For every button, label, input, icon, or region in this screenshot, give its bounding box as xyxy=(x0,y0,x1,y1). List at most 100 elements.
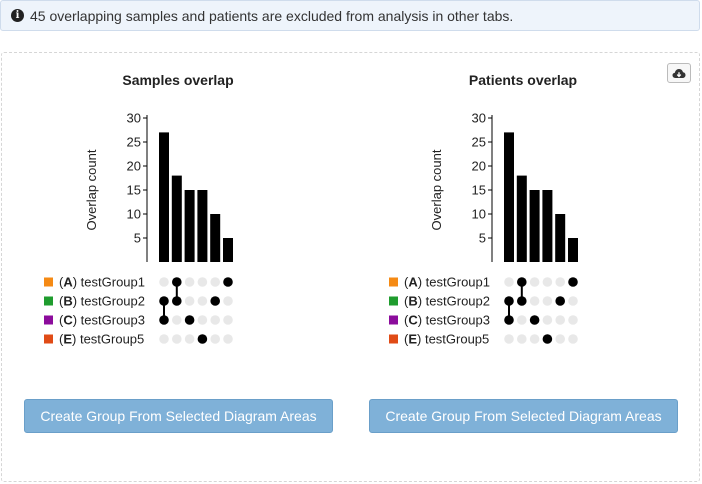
patients-overlap-chart: Patients overlap Overlap count 5 10 15 20 25 30… xyxy=(389,72,578,347)
create-group-button-samples[interactable]: Create Group From Selected Diagram Areas xyxy=(24,399,333,433)
matrix-dot-inactive[interactable] xyxy=(223,334,233,344)
group-color-swatch xyxy=(389,334,398,344)
matrix-dot-active[interactable] xyxy=(529,315,540,325)
group-label: (B) testGroup2 xyxy=(404,294,490,309)
y-axis-label: Overlap count xyxy=(429,149,444,230)
matrix-dot-inactive[interactable] xyxy=(172,334,182,344)
matrix-dot-inactive[interactable] xyxy=(210,334,220,344)
y-tick-label: 25 xyxy=(127,135,141,150)
y-tick-label: 5 xyxy=(134,231,141,246)
matrix-dot-active[interactable] xyxy=(159,315,169,325)
matrix-dot-active[interactable] xyxy=(542,334,553,344)
group-label: (B) testGroup2 xyxy=(59,294,145,309)
matrix-dot-active[interactable] xyxy=(210,296,220,306)
group-color-swatch xyxy=(389,277,398,287)
group-color-swatch xyxy=(44,277,53,287)
y-tick-label: 25 xyxy=(472,135,486,150)
info-circle-icon: i xyxy=(11,9,24,22)
group-label: (A) testGroup1 xyxy=(404,275,490,290)
bar[interactable] xyxy=(159,132,169,262)
download-button[interactable] xyxy=(667,63,691,83)
y-tick-label: 20 xyxy=(127,159,141,174)
matrix-dot-active[interactable] xyxy=(172,277,182,287)
create-group-button-patients[interactable]: Create Group From Selected Diagram Areas xyxy=(369,399,678,433)
matrix-dot-inactive[interactable] xyxy=(517,334,527,344)
matrix-dot-inactive[interactable] xyxy=(542,315,553,325)
group-label: (E) testGroup5 xyxy=(404,332,489,347)
bar[interactable] xyxy=(197,190,208,262)
chart-title: Patients overlap xyxy=(469,72,577,88)
matrix-dot-inactive[interactable] xyxy=(184,334,195,344)
matrix-dot-inactive[interactable] xyxy=(529,277,540,287)
bar[interactable] xyxy=(516,175,527,262)
bar[interactable] xyxy=(223,238,233,262)
group-color-swatch xyxy=(44,315,53,325)
matrix-dot-inactive[interactable] xyxy=(542,277,553,287)
matrix-dot-active[interactable] xyxy=(504,315,514,325)
bar[interactable] xyxy=(568,238,578,262)
samples-overlap-chart: Samples overlap Overlap count 5 10 15 20 25 30 (… xyxy=(44,72,234,347)
matrix-dot-inactive[interactable] xyxy=(555,315,565,325)
matrix-dot-inactive[interactable] xyxy=(504,334,514,344)
matrix-dot-inactive[interactable] xyxy=(517,315,527,325)
matrix-dot-active[interactable] xyxy=(517,277,527,287)
matrix-dot-inactive[interactable] xyxy=(172,315,182,325)
matrix-dot-active[interactable] xyxy=(223,277,233,287)
bar[interactable] xyxy=(555,214,566,262)
y-axis-label: Overlap count xyxy=(84,149,99,230)
matrix-dot-active[interactable] xyxy=(172,296,182,306)
group-color-swatch xyxy=(389,296,398,306)
bar[interactable] xyxy=(210,214,221,262)
matrix-dot-inactive[interactable] xyxy=(542,296,553,306)
group-color-swatch xyxy=(389,315,398,325)
info-message: 45 overlapping samples and patients are … xyxy=(30,7,514,24)
info-banner: i 45 overlapping samples and patients ar… xyxy=(0,0,700,31)
matrix-dot-inactive[interactable] xyxy=(197,315,208,325)
matrix-dot-inactive[interactable] xyxy=(197,277,208,287)
matrix-dot-active[interactable] xyxy=(197,334,208,344)
matrix-dot-active[interactable] xyxy=(159,296,169,306)
y-tick-label: 30 xyxy=(472,111,486,126)
group-label: (E) testGroup5 xyxy=(59,332,144,347)
matrix-dot-inactive[interactable] xyxy=(555,334,565,344)
bar[interactable] xyxy=(171,175,182,262)
matrix-dot-inactive[interactable] xyxy=(210,315,220,325)
matrix-dot-inactive[interactable] xyxy=(568,296,578,306)
matrix-dot-active[interactable] xyxy=(517,296,527,306)
y-tick-label: 5 xyxy=(479,231,486,246)
matrix-dot-inactive[interactable] xyxy=(223,315,233,325)
matrix-dot-inactive[interactable] xyxy=(555,277,565,287)
matrix-dot-inactive[interactable] xyxy=(504,277,514,287)
matrix-dot-inactive[interactable] xyxy=(197,296,208,306)
matrix-dot-inactive[interactable] xyxy=(529,296,540,306)
matrix-dot-inactive[interactable] xyxy=(223,296,233,306)
matrix-dot-active[interactable] xyxy=(184,315,195,325)
y-tick-label: 15 xyxy=(472,183,486,198)
matrix-dot-active[interactable] xyxy=(504,296,514,306)
group-color-swatch xyxy=(44,296,53,306)
matrix-dot-active[interactable] xyxy=(555,296,565,306)
y-tick-label: 10 xyxy=(127,207,141,222)
matrix-dot-inactive[interactable] xyxy=(529,334,540,344)
bar[interactable] xyxy=(504,132,514,262)
cloud-download-icon xyxy=(672,68,686,78)
chart-title: Samples overlap xyxy=(122,72,233,88)
bar[interactable] xyxy=(542,190,553,262)
matrix-dot-inactive[interactable] xyxy=(159,334,169,344)
matrix-dot-inactive[interactable] xyxy=(568,315,578,325)
bar[interactable] xyxy=(184,190,195,262)
matrix-dot-inactive[interactable] xyxy=(159,277,169,287)
matrix-dot-inactive[interactable] xyxy=(184,277,195,287)
matrix-dot-inactive[interactable] xyxy=(210,277,220,287)
bar[interactable] xyxy=(529,190,540,262)
y-tick-label: 30 xyxy=(127,111,141,126)
matrix-dot-inactive[interactable] xyxy=(568,334,578,344)
group-label: (C) testGroup3 xyxy=(59,313,145,328)
y-tick-label: 20 xyxy=(472,159,486,174)
group-label: (A) testGroup1 xyxy=(59,275,145,290)
group-label: (C) testGroup3 xyxy=(404,313,490,328)
y-tick-label: 15 xyxy=(127,183,141,198)
group-color-swatch xyxy=(44,334,53,344)
matrix-dot-active[interactable] xyxy=(568,277,578,287)
matrix-dot-inactive[interactable] xyxy=(184,296,195,306)
